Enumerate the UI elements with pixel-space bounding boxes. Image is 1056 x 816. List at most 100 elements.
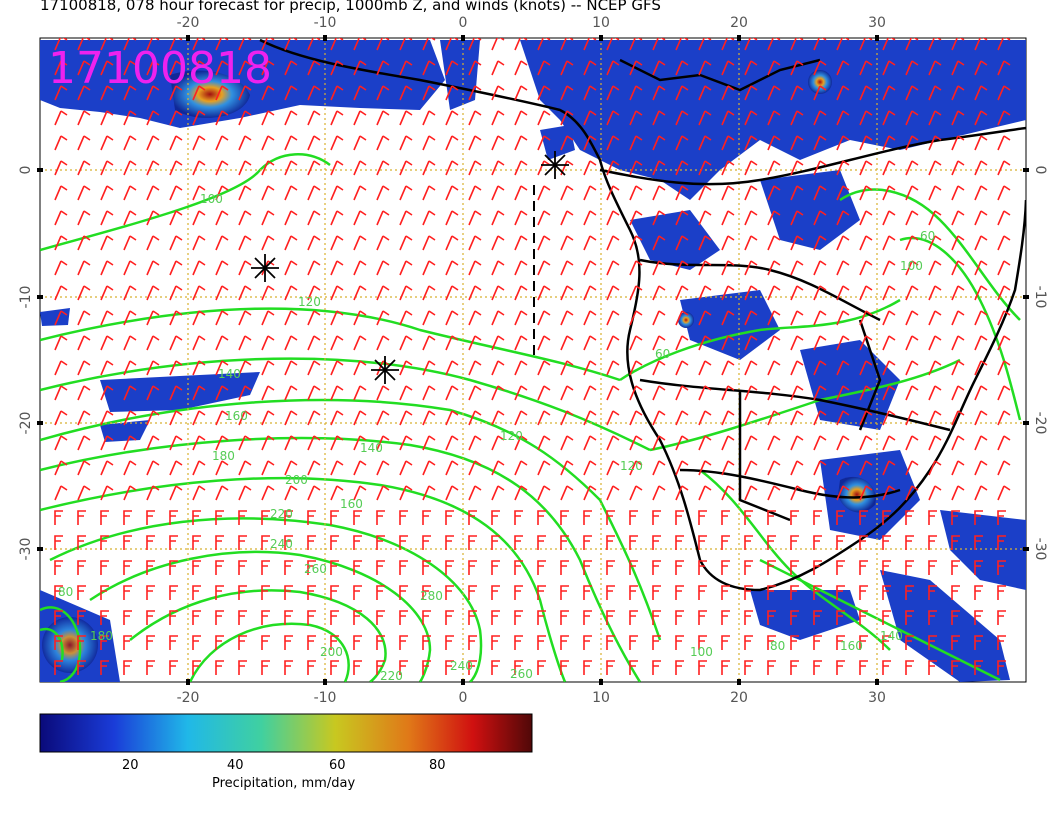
wind-barb (882, 160, 896, 176)
wind-barb (238, 585, 247, 600)
wind-barb (974, 335, 988, 351)
wind-barb (928, 38, 942, 51)
wind-barb (77, 210, 91, 226)
wind-barb (514, 260, 528, 276)
wind-barb (560, 385, 574, 401)
wind-barb (399, 260, 413, 276)
wind-barb (284, 410, 298, 426)
wind-barb (951, 185, 965, 201)
wind-barb (307, 535, 316, 550)
wind-barb (606, 510, 615, 525)
wind-barb (606, 635, 615, 650)
wind-barb (284, 485, 298, 501)
wind-barb (399, 510, 408, 525)
wind-barb (997, 285, 1011, 301)
wind-barb (652, 135, 666, 151)
wind-barb (744, 210, 758, 226)
wind-barb (215, 185, 229, 201)
wind-barb (54, 435, 68, 451)
wind-barb (744, 585, 753, 600)
wind-barb (54, 460, 68, 476)
wind-barb (284, 210, 298, 226)
wind-barb (859, 235, 873, 251)
lat-label-left: -10 (18, 286, 34, 309)
wind-barb (721, 285, 735, 301)
wind-barb (583, 485, 597, 501)
wind-barb (284, 510, 293, 525)
wind-barb (215, 85, 229, 101)
wind-barb (261, 310, 275, 326)
wind-barb (560, 535, 569, 550)
wind-barb (77, 435, 91, 451)
wind-barb (445, 85, 459, 101)
wind-barb (675, 260, 689, 276)
wind-barb (491, 85, 505, 101)
wind-barb (836, 435, 850, 451)
wind-barb (698, 260, 712, 276)
wind-barb (330, 310, 344, 326)
wind-barb (767, 610, 776, 625)
wind-barb (859, 635, 868, 650)
wind-barb (307, 260, 321, 276)
wind-barb (146, 535, 155, 550)
wind-barb (767, 85, 781, 101)
wind-barb (238, 110, 252, 126)
wind-barb (560, 38, 574, 51)
wind-barb (537, 110, 551, 126)
wind-barb (77, 610, 86, 625)
wind-barb (146, 585, 155, 600)
wind-barb (721, 85, 735, 101)
wind-barb (54, 385, 68, 401)
wind-barb (376, 160, 390, 176)
wind-barb (238, 160, 252, 176)
wind-barb (997, 110, 1011, 126)
wind-barb (629, 610, 638, 625)
lat-label-left: -30 (18, 538, 34, 561)
wind-barb (54, 535, 63, 550)
wind-barb (997, 260, 1011, 276)
wind-barb (422, 510, 431, 525)
wind-barb (606, 110, 620, 126)
wind-barb (445, 135, 459, 151)
wind-barb (123, 110, 137, 126)
wind-barb (123, 135, 137, 151)
wind-barb (376, 185, 390, 201)
wind-barb (951, 310, 965, 326)
wind-barb (790, 660, 799, 675)
wind-barb (997, 185, 1011, 201)
wind-barb (951, 610, 960, 625)
wind-barb (951, 635, 960, 650)
wind-barb (790, 560, 799, 575)
wind-barb (238, 210, 252, 226)
wind-barb (882, 360, 896, 376)
wind-barb (100, 635, 109, 650)
wind-barb (606, 460, 620, 476)
wind-barb (422, 635, 431, 650)
wind-barb (77, 38, 91, 51)
wind-barb (882, 460, 896, 476)
wind-barb (652, 160, 666, 176)
wind-barb (698, 535, 707, 550)
wind-barb (192, 435, 206, 451)
wind-barb (100, 235, 114, 251)
wind-barb (307, 38, 321, 51)
wind-barb (376, 435, 390, 451)
wind-barb (192, 210, 206, 226)
wind-barb (376, 360, 390, 376)
wind-barb (560, 435, 574, 451)
wind-barb (284, 385, 298, 401)
wind-barb (974, 185, 988, 201)
wind-barb (583, 85, 597, 101)
wind-barb (997, 160, 1011, 176)
wind-barb (882, 510, 891, 525)
wind-barb (146, 485, 160, 501)
wind-barb (813, 385, 827, 401)
wind-barb (813, 185, 827, 201)
wind-barb (721, 335, 735, 351)
lat-label-left: -20 (18, 412, 34, 435)
wind-barb (54, 560, 63, 575)
wind-barb (445, 585, 454, 600)
wind-barb (353, 510, 362, 525)
wind-barb (767, 360, 781, 376)
colorbar-tick-label: 20 (122, 758, 139, 773)
